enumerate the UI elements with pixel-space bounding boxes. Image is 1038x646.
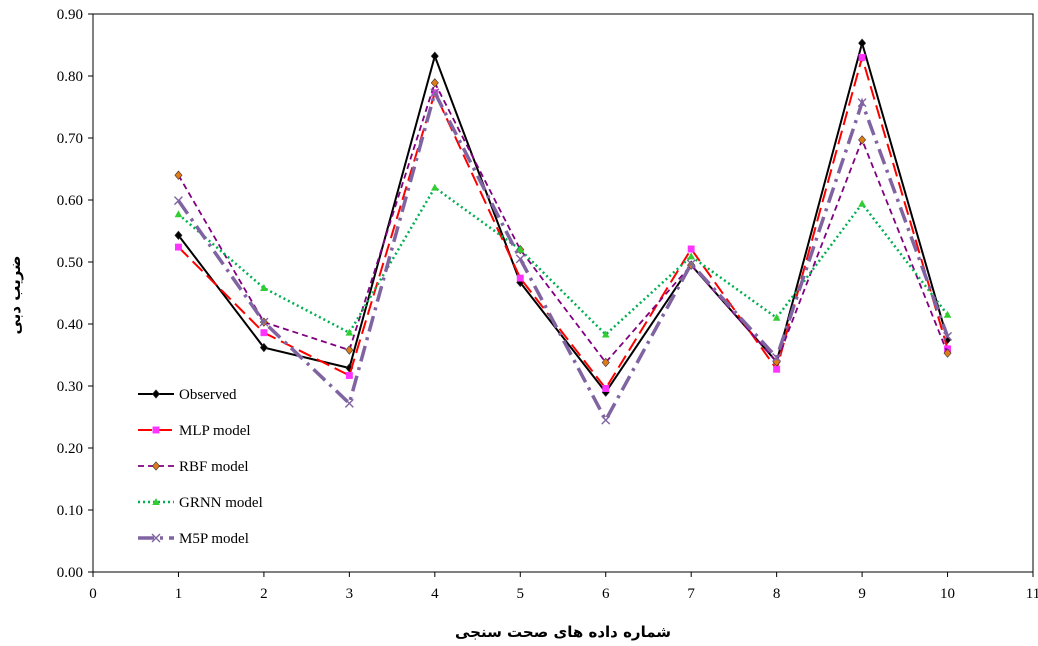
data-point xyxy=(516,245,525,253)
x-tick-label: 10 xyxy=(940,586,955,602)
x-tick-label: 0 xyxy=(89,586,97,602)
y-tick-label: 0.60 xyxy=(57,193,83,209)
legend-marker xyxy=(152,498,160,505)
data-point xyxy=(772,352,782,362)
y-tick-label: 0.80 xyxy=(57,69,83,85)
plot-area xyxy=(92,13,1034,573)
y-axis-title: ضریب دبی xyxy=(6,255,24,334)
legend-marker xyxy=(151,533,161,543)
data-point xyxy=(686,259,696,269)
y-tick-label: 0.90 xyxy=(57,7,83,23)
y-tick-label: 0.50 xyxy=(57,255,83,271)
series-line xyxy=(177,185,949,337)
data-point xyxy=(175,243,182,251)
x-axis-ticks: 0 1 2 3 4 5 6 7 8 9 10 11 xyxy=(89,572,1038,602)
legend-label: RBF model xyxy=(179,459,249,475)
data-point xyxy=(345,372,353,379)
data-point xyxy=(515,254,525,264)
x-tick-label: 11 xyxy=(1026,586,1038,602)
y-tick-label: 0.70 xyxy=(57,131,83,147)
data-point xyxy=(430,78,439,88)
data-point xyxy=(259,317,269,327)
data-point xyxy=(601,415,611,425)
series-grnn-model xyxy=(174,183,952,338)
legend-label: MLP model xyxy=(179,423,251,439)
x-tick-label: 6 xyxy=(602,586,610,602)
data-point xyxy=(943,331,953,341)
data-point xyxy=(687,252,695,260)
data-point xyxy=(943,310,952,318)
x-tick-label: 9 xyxy=(858,586,866,602)
legend: Observed MLP model RBF model GRNN model M5P … xyxy=(138,387,263,547)
data-point xyxy=(601,357,610,368)
data-point xyxy=(174,170,183,180)
legend-marker xyxy=(152,426,160,434)
x-tick-label: 3 xyxy=(346,586,354,602)
legend-label: GRNN model xyxy=(179,495,263,511)
data-point xyxy=(260,284,268,292)
data-point xyxy=(344,398,354,408)
data-point xyxy=(601,330,610,338)
data-point xyxy=(858,199,866,207)
y-tick-label: 0.10 xyxy=(57,503,83,519)
y-axis-ticks: 0.00 0.10 0.20 0.30 0.40 0.50 0.60 0.70 0.80 0.90 xyxy=(57,7,93,581)
legend-label: Observed xyxy=(179,387,237,403)
legend-label: M5P model xyxy=(179,531,249,547)
series-line xyxy=(177,39,949,394)
y-tick-label: 0.30 xyxy=(57,379,83,395)
series-rbf-model xyxy=(174,78,952,368)
data-point xyxy=(430,88,440,98)
y-tick-label: 0.40 xyxy=(57,317,83,333)
series-line xyxy=(177,87,950,424)
series-layer xyxy=(173,38,953,425)
data-point xyxy=(858,135,867,145)
data-point xyxy=(260,329,268,337)
series-line xyxy=(177,80,949,364)
y-tick-label: 0.00 xyxy=(57,565,83,581)
data-point xyxy=(858,53,866,61)
data-point xyxy=(174,230,183,241)
data-point xyxy=(431,183,439,191)
x-tick-label: 2 xyxy=(260,586,268,602)
series-line xyxy=(177,53,949,391)
data-point xyxy=(773,365,781,373)
data-point xyxy=(857,98,867,108)
legend-marker xyxy=(152,461,160,471)
data-point xyxy=(174,210,183,218)
data-point xyxy=(602,385,610,392)
x-tick-label: 4 xyxy=(431,586,439,602)
data-point xyxy=(259,342,268,353)
x-tick-label: 1 xyxy=(175,586,183,602)
data-point xyxy=(173,196,183,206)
plot-frame xyxy=(92,13,1034,573)
series-m5p-model xyxy=(173,87,953,425)
data-point xyxy=(516,274,524,282)
data-point xyxy=(687,245,695,253)
x-tick-label: 5 xyxy=(517,586,525,602)
legend-marker xyxy=(152,389,160,399)
data-point xyxy=(345,328,354,336)
x-tick-label: 7 xyxy=(687,586,695,602)
data-point xyxy=(772,313,781,321)
data-point xyxy=(943,348,952,358)
x-tick-label: 8 xyxy=(773,586,781,602)
data-point xyxy=(858,38,867,48)
y-tick-label: 0.20 xyxy=(57,441,83,457)
data-point xyxy=(430,51,439,61)
x-axis-title: شماره داده های صحت سنجی xyxy=(455,623,671,641)
data-point xyxy=(345,345,354,355)
